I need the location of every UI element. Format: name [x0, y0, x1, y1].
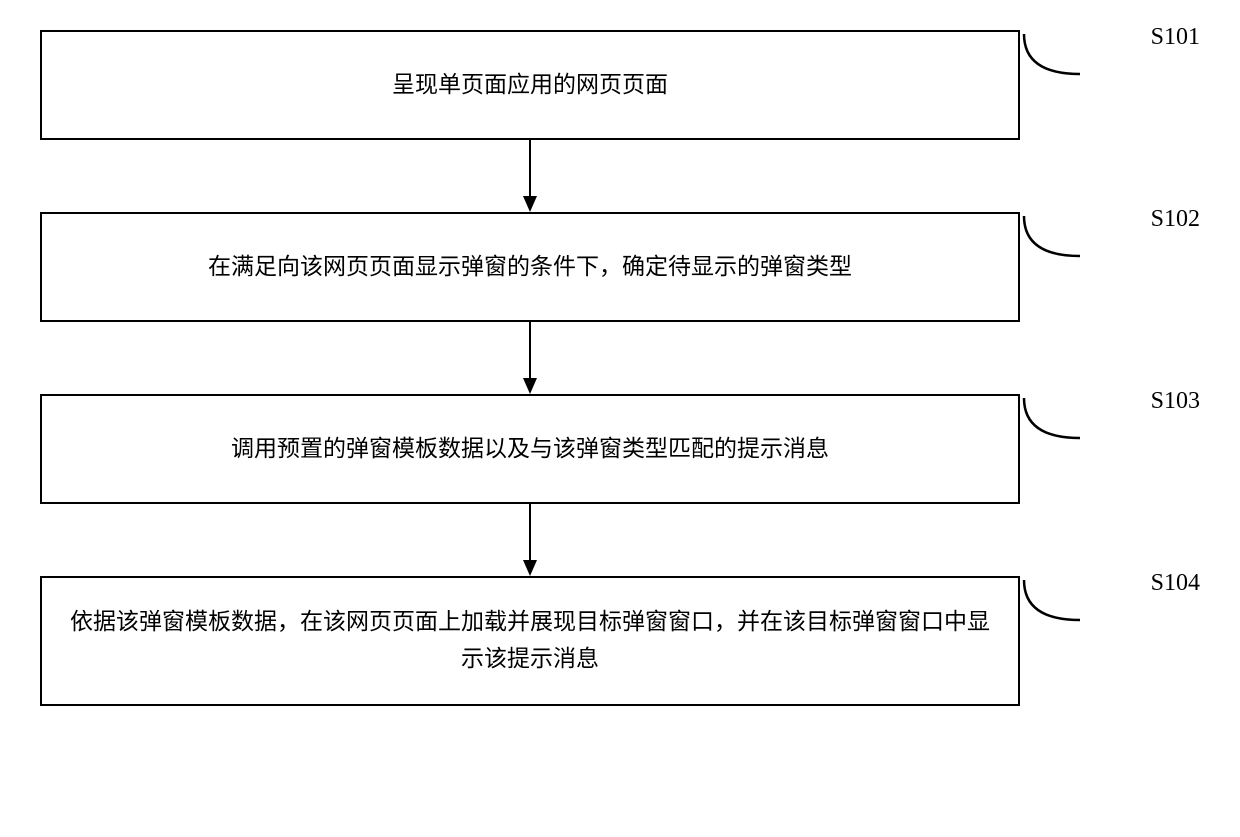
step-box-s102: 在满足向该网页页面显示弹窗的条件下，确定待显示的弹窗类型 — [40, 212, 1020, 322]
step-label: S103 — [1151, 388, 1200, 415]
flowchart: 呈现单页面应用的网页页面 S101 在满足向该网页页面显示弹窗的条件下，确定待显… — [40, 30, 1200, 706]
step-text: 在满足向该网页页面显示弹窗的条件下，确定待显示的弹窗类型 — [208, 249, 852, 286]
step-box-s103: 调用预置的弹窗模板数据以及与该弹窗类型匹配的提示消息 — [40, 394, 1020, 504]
step-text: 依据该弹窗模板数据，在该网页页面上加载并展现目标弹窗窗口，并在该目标弹窗窗口中显… — [66, 604, 994, 678]
step-label: S104 — [1151, 570, 1200, 597]
step-box-s101: 呈现单页面应用的网页页面 — [40, 30, 1020, 140]
flow-step: 在满足向该网页页面显示弹窗的条件下，确定待显示的弹窗类型 S102 — [40, 212, 1200, 322]
step-label: S101 — [1151, 24, 1200, 51]
flow-step: 依据该弹窗模板数据，在该网页页面上加载并展现目标弹窗窗口，并在该目标弹窗窗口中显… — [40, 576, 1200, 706]
step-box-s104: 依据该弹窗模板数据，在该网页页面上加载并展现目标弹窗窗口，并在该目标弹窗窗口中显… — [40, 576, 1020, 706]
flow-arrow — [40, 504, 1020, 576]
flow-step: 调用预置的弹窗模板数据以及与该弹窗类型匹配的提示消息 S103 — [40, 394, 1200, 504]
step-text: 调用预置的弹窗模板数据以及与该弹窗类型匹配的提示消息 — [231, 431, 829, 468]
arrow-down-icon — [518, 140, 542, 212]
connector-curve-icon — [1020, 394, 1100, 444]
flow-arrow — [40, 140, 1020, 212]
step-text: 呈现单页面应用的网页页面 — [392, 67, 668, 104]
connector-curve-icon — [1020, 30, 1100, 80]
connector-curve-icon — [1020, 212, 1100, 262]
step-label: S102 — [1151, 206, 1200, 233]
connector-curve-icon — [1020, 576, 1100, 626]
flow-arrow — [40, 322, 1020, 394]
arrow-down-icon — [518, 322, 542, 394]
flow-step: 呈现单页面应用的网页页面 S101 — [40, 30, 1200, 140]
arrow-down-icon — [518, 504, 542, 576]
